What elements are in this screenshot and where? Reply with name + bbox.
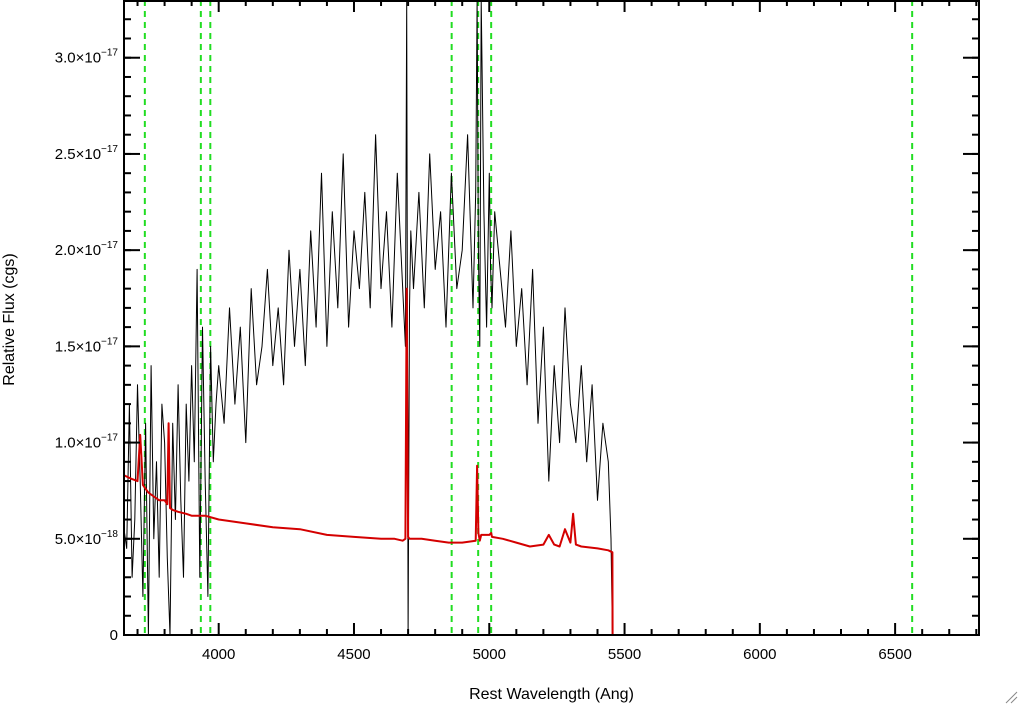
y-tick-label: 1.0×10−17: [55, 433, 119, 452]
spectrum-line: [123, 0, 613, 636]
plot-frame: [123, 0, 980, 636]
reference-lines: [143, 0, 914, 635]
y-tick-label: 0: [110, 627, 118, 644]
x-axis-ticks: 4000 4500 5000 5500 6000 6500: [136, 0, 978, 663]
y-tick-label: 2.0×10−17: [55, 240, 119, 259]
x-tick-label: 4000: [202, 646, 235, 663]
x-tick-label: 6000: [743, 646, 776, 663]
y-tick-label: 2.5×10−17: [55, 144, 119, 163]
x-tick-label: 4500: [337, 646, 370, 663]
resize-grip-icon[interactable]: [1004, 690, 1018, 704]
y-tick-label: 5.0×10−18: [55, 529, 119, 548]
y-tick-label: 1.5×10−17: [55, 336, 119, 355]
series-layer: [123, 0, 979, 636]
y-tick-label: 3.0×10−17: [55, 48, 119, 67]
x-tick-label: 5000: [473, 646, 506, 663]
x-axis-label: Rest Wavelength (Ang): [469, 686, 634, 703]
y-axis-ticks: 0 5.0×10−18 1.0×10−17 1.5×10−17 2.0×10−17 2.5…: [55, 18, 979, 644]
x-tick-label: 6500: [878, 646, 911, 663]
x-tick-label: 5500: [608, 646, 641, 663]
model-line: [123, 287, 979, 636]
y-axis-label: Relative Flux (cgs): [1, 253, 18, 385]
